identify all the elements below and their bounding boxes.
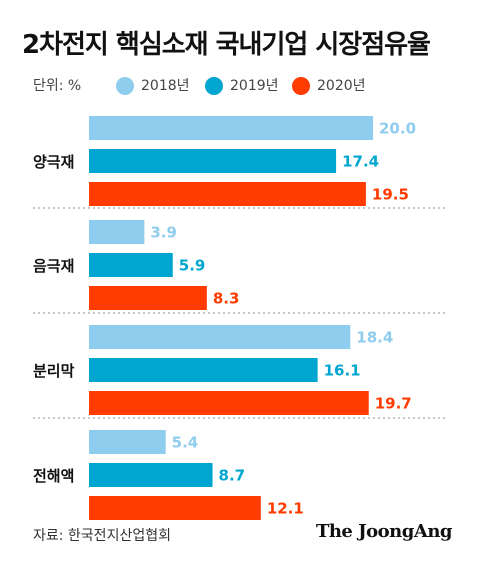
value-label-2020년-분리막: 19.7 xyxy=(375,395,412,413)
bar-2019년-전해액 xyxy=(89,463,213,487)
value-label-2018년-분리막: 18.4 xyxy=(356,329,393,347)
value-label-2019년-전해액: 8.7 xyxy=(219,467,246,485)
bar-2020년-전해액 xyxy=(89,496,261,520)
bar-2019년-양극재 xyxy=(89,149,337,173)
category-label: 음극재 xyxy=(33,257,74,275)
legend: 단위: % 2018년 2019년 2020년 xyxy=(33,76,473,96)
bar-2019년-분리막 xyxy=(89,358,318,382)
value-label-2020년-전해액: 12.1 xyxy=(267,500,304,518)
value-label-2018년-전해액: 5.4 xyxy=(172,434,199,452)
legend-swatch-2019 xyxy=(205,77,223,95)
value-label-2020년-음극재: 8.3 xyxy=(213,290,240,308)
legend-swatch-2018 xyxy=(116,77,134,95)
value-label-2019년-분리막: 16.1 xyxy=(324,362,361,380)
legend-label-2019: 2019년 xyxy=(230,78,279,94)
legend-label-2018: 2018년 xyxy=(141,78,190,94)
bar-2020년-양극재 xyxy=(89,182,366,206)
bar-2020년-분리막 xyxy=(89,391,369,415)
bar-2018년-전해액 xyxy=(89,430,166,454)
value-label-2019년-양극재: 17.4 xyxy=(342,153,379,171)
bar-2019년-음극재 xyxy=(89,253,173,277)
value-label-2018년-음극재: 3.9 xyxy=(150,224,177,242)
value-label-2018년-양극재: 20.0 xyxy=(379,120,416,138)
value-label-2020년-양극재: 19.5 xyxy=(372,186,409,204)
value-label-2019년-음극재: 5.9 xyxy=(179,257,206,275)
category-label: 양극재 xyxy=(33,153,74,171)
publisher-logo: The JoongAng xyxy=(315,521,453,542)
legend-swatch-2020 xyxy=(292,77,310,95)
bar-2018년-양극재 xyxy=(89,116,373,140)
source-note: 자료: 한국전지산업협회 xyxy=(33,528,171,544)
unit-label: 단위: % xyxy=(33,78,82,94)
chart-title: 2차전지 핵심소재 국내기업 시장점유율 xyxy=(22,30,431,60)
bar-2018년-음극재 xyxy=(89,220,145,244)
category-label: 전해액 xyxy=(33,467,74,485)
category-label: 분리막 xyxy=(33,362,75,380)
legend-label-2020: 2020년 xyxy=(317,78,366,94)
bar-2020년-음극재 xyxy=(89,286,207,310)
bar-2018년-분리막 xyxy=(89,325,351,349)
